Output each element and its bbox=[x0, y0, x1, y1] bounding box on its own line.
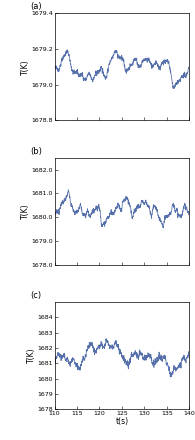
Y-axis label: T(K): T(K) bbox=[27, 348, 36, 363]
Text: (a): (a) bbox=[30, 2, 42, 11]
Text: (c): (c) bbox=[30, 291, 42, 300]
Y-axis label: T(K): T(K) bbox=[21, 59, 30, 74]
Y-axis label: T(K): T(K) bbox=[21, 203, 30, 219]
Text: (b): (b) bbox=[30, 147, 42, 156]
X-axis label: t(s): t(s) bbox=[115, 417, 129, 426]
